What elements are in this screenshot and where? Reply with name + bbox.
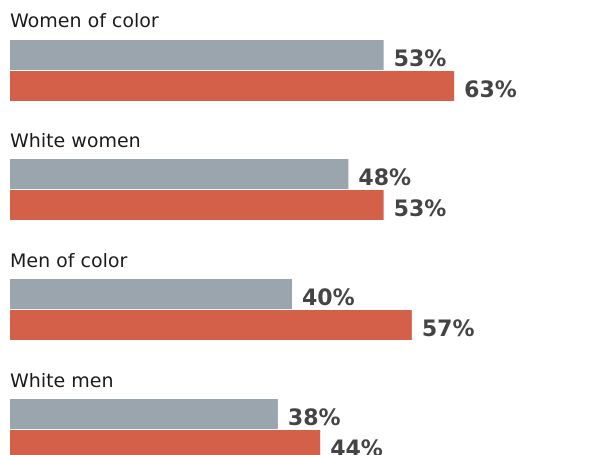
bar-orange	[10, 430, 321, 455]
value-label: 38%	[288, 406, 341, 431]
bar-gray	[10, 40, 384, 70]
value-label: 44%	[330, 437, 383, 455]
value-label: 40%	[302, 286, 355, 311]
category-label: White women	[10, 130, 141, 152]
bar-orange	[10, 71, 455, 101]
category-label: Men of color	[10, 250, 127, 272]
value-label: 48%	[358, 166, 411, 191]
value-label: 63%	[464, 78, 517, 103]
bar-gray	[10, 399, 278, 429]
bar-gray	[10, 159, 349, 189]
bar-orange	[10, 190, 384, 220]
category-label: White men	[10, 370, 114, 392]
bar-gray	[10, 279, 292, 309]
value-label: 57%	[422, 317, 475, 342]
category-label: Women of color	[10, 10, 159, 32]
bar-orange	[10, 310, 412, 340]
value-label: 53%	[394, 47, 447, 72]
value-label: 53%	[394, 197, 447, 222]
